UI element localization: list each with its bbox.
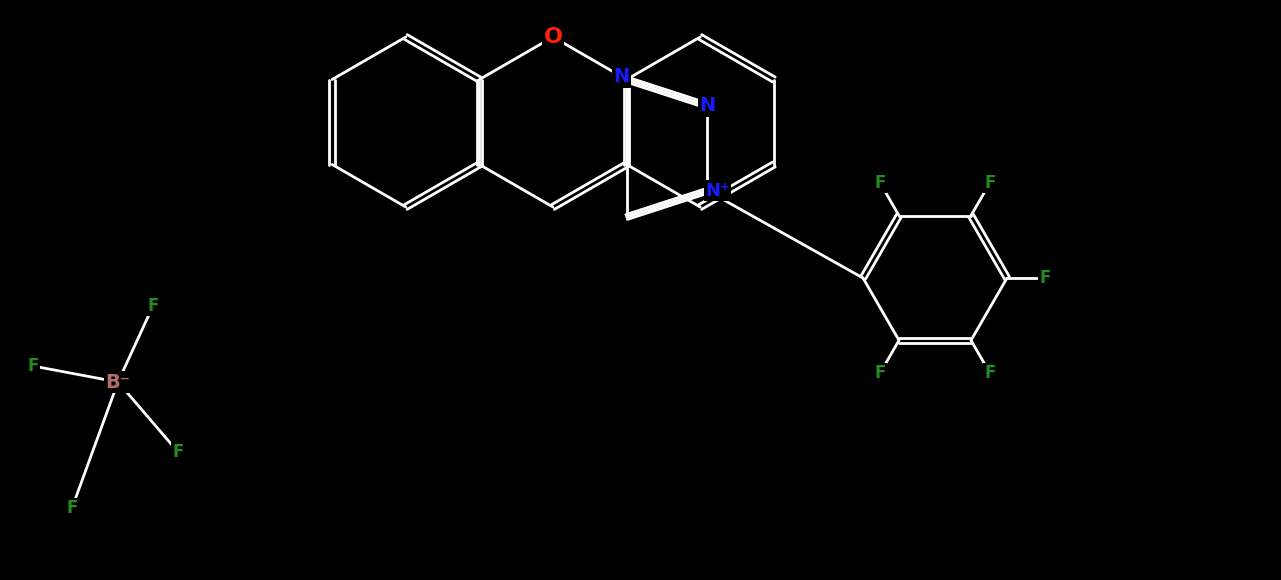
- Text: O: O: [543, 27, 562, 47]
- Text: N: N: [699, 96, 716, 115]
- Text: F: F: [67, 499, 78, 517]
- Text: N⁺: N⁺: [705, 182, 730, 200]
- Text: F: F: [984, 174, 995, 192]
- Text: B⁻: B⁻: [105, 372, 131, 392]
- Text: F: F: [984, 364, 995, 382]
- Text: F: F: [875, 364, 885, 382]
- Text: F: F: [147, 297, 159, 315]
- Text: F: F: [173, 443, 183, 461]
- Text: F: F: [27, 357, 38, 375]
- Text: F: F: [1039, 269, 1050, 287]
- Text: N: N: [614, 67, 630, 86]
- Text: F: F: [875, 174, 885, 192]
